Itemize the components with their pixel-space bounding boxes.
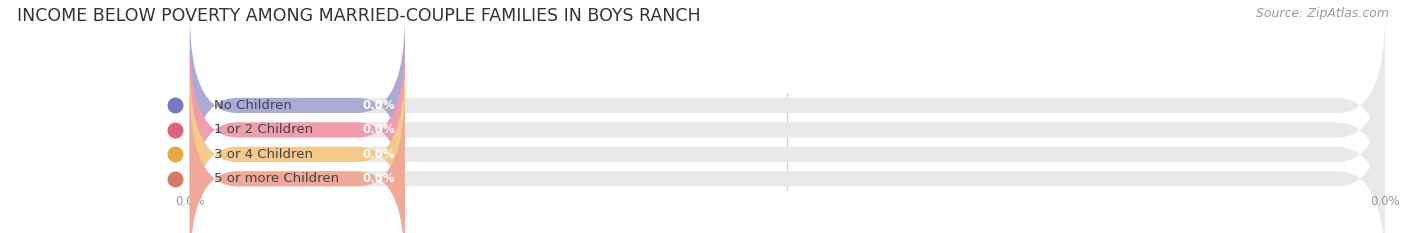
FancyBboxPatch shape [190, 64, 1385, 233]
Text: 0.0%: 0.0% [363, 172, 395, 185]
Point [165, 104, 187, 107]
Text: 1 or 2 Children: 1 or 2 Children [214, 123, 314, 136]
FancyBboxPatch shape [190, 40, 405, 220]
Point [165, 128, 187, 132]
FancyBboxPatch shape [190, 15, 1385, 196]
FancyBboxPatch shape [190, 89, 405, 233]
Text: No Children: No Children [214, 99, 291, 112]
Text: Source: ZipAtlas.com: Source: ZipAtlas.com [1256, 7, 1389, 20]
FancyBboxPatch shape [190, 15, 405, 196]
Text: 5 or more Children: 5 or more Children [214, 172, 339, 185]
FancyBboxPatch shape [190, 40, 1385, 220]
Point [165, 153, 187, 156]
Text: 0.0%: 0.0% [363, 123, 395, 136]
Text: 0.0%: 0.0% [363, 148, 395, 161]
FancyBboxPatch shape [190, 64, 405, 233]
Point [165, 177, 187, 181]
FancyBboxPatch shape [190, 89, 1385, 233]
Text: 3 or 4 Children: 3 or 4 Children [214, 148, 312, 161]
Text: 0.0%: 0.0% [363, 99, 395, 112]
Text: INCOME BELOW POVERTY AMONG MARRIED-COUPLE FAMILIES IN BOYS RANCH: INCOME BELOW POVERTY AMONG MARRIED-COUPL… [17, 7, 700, 25]
